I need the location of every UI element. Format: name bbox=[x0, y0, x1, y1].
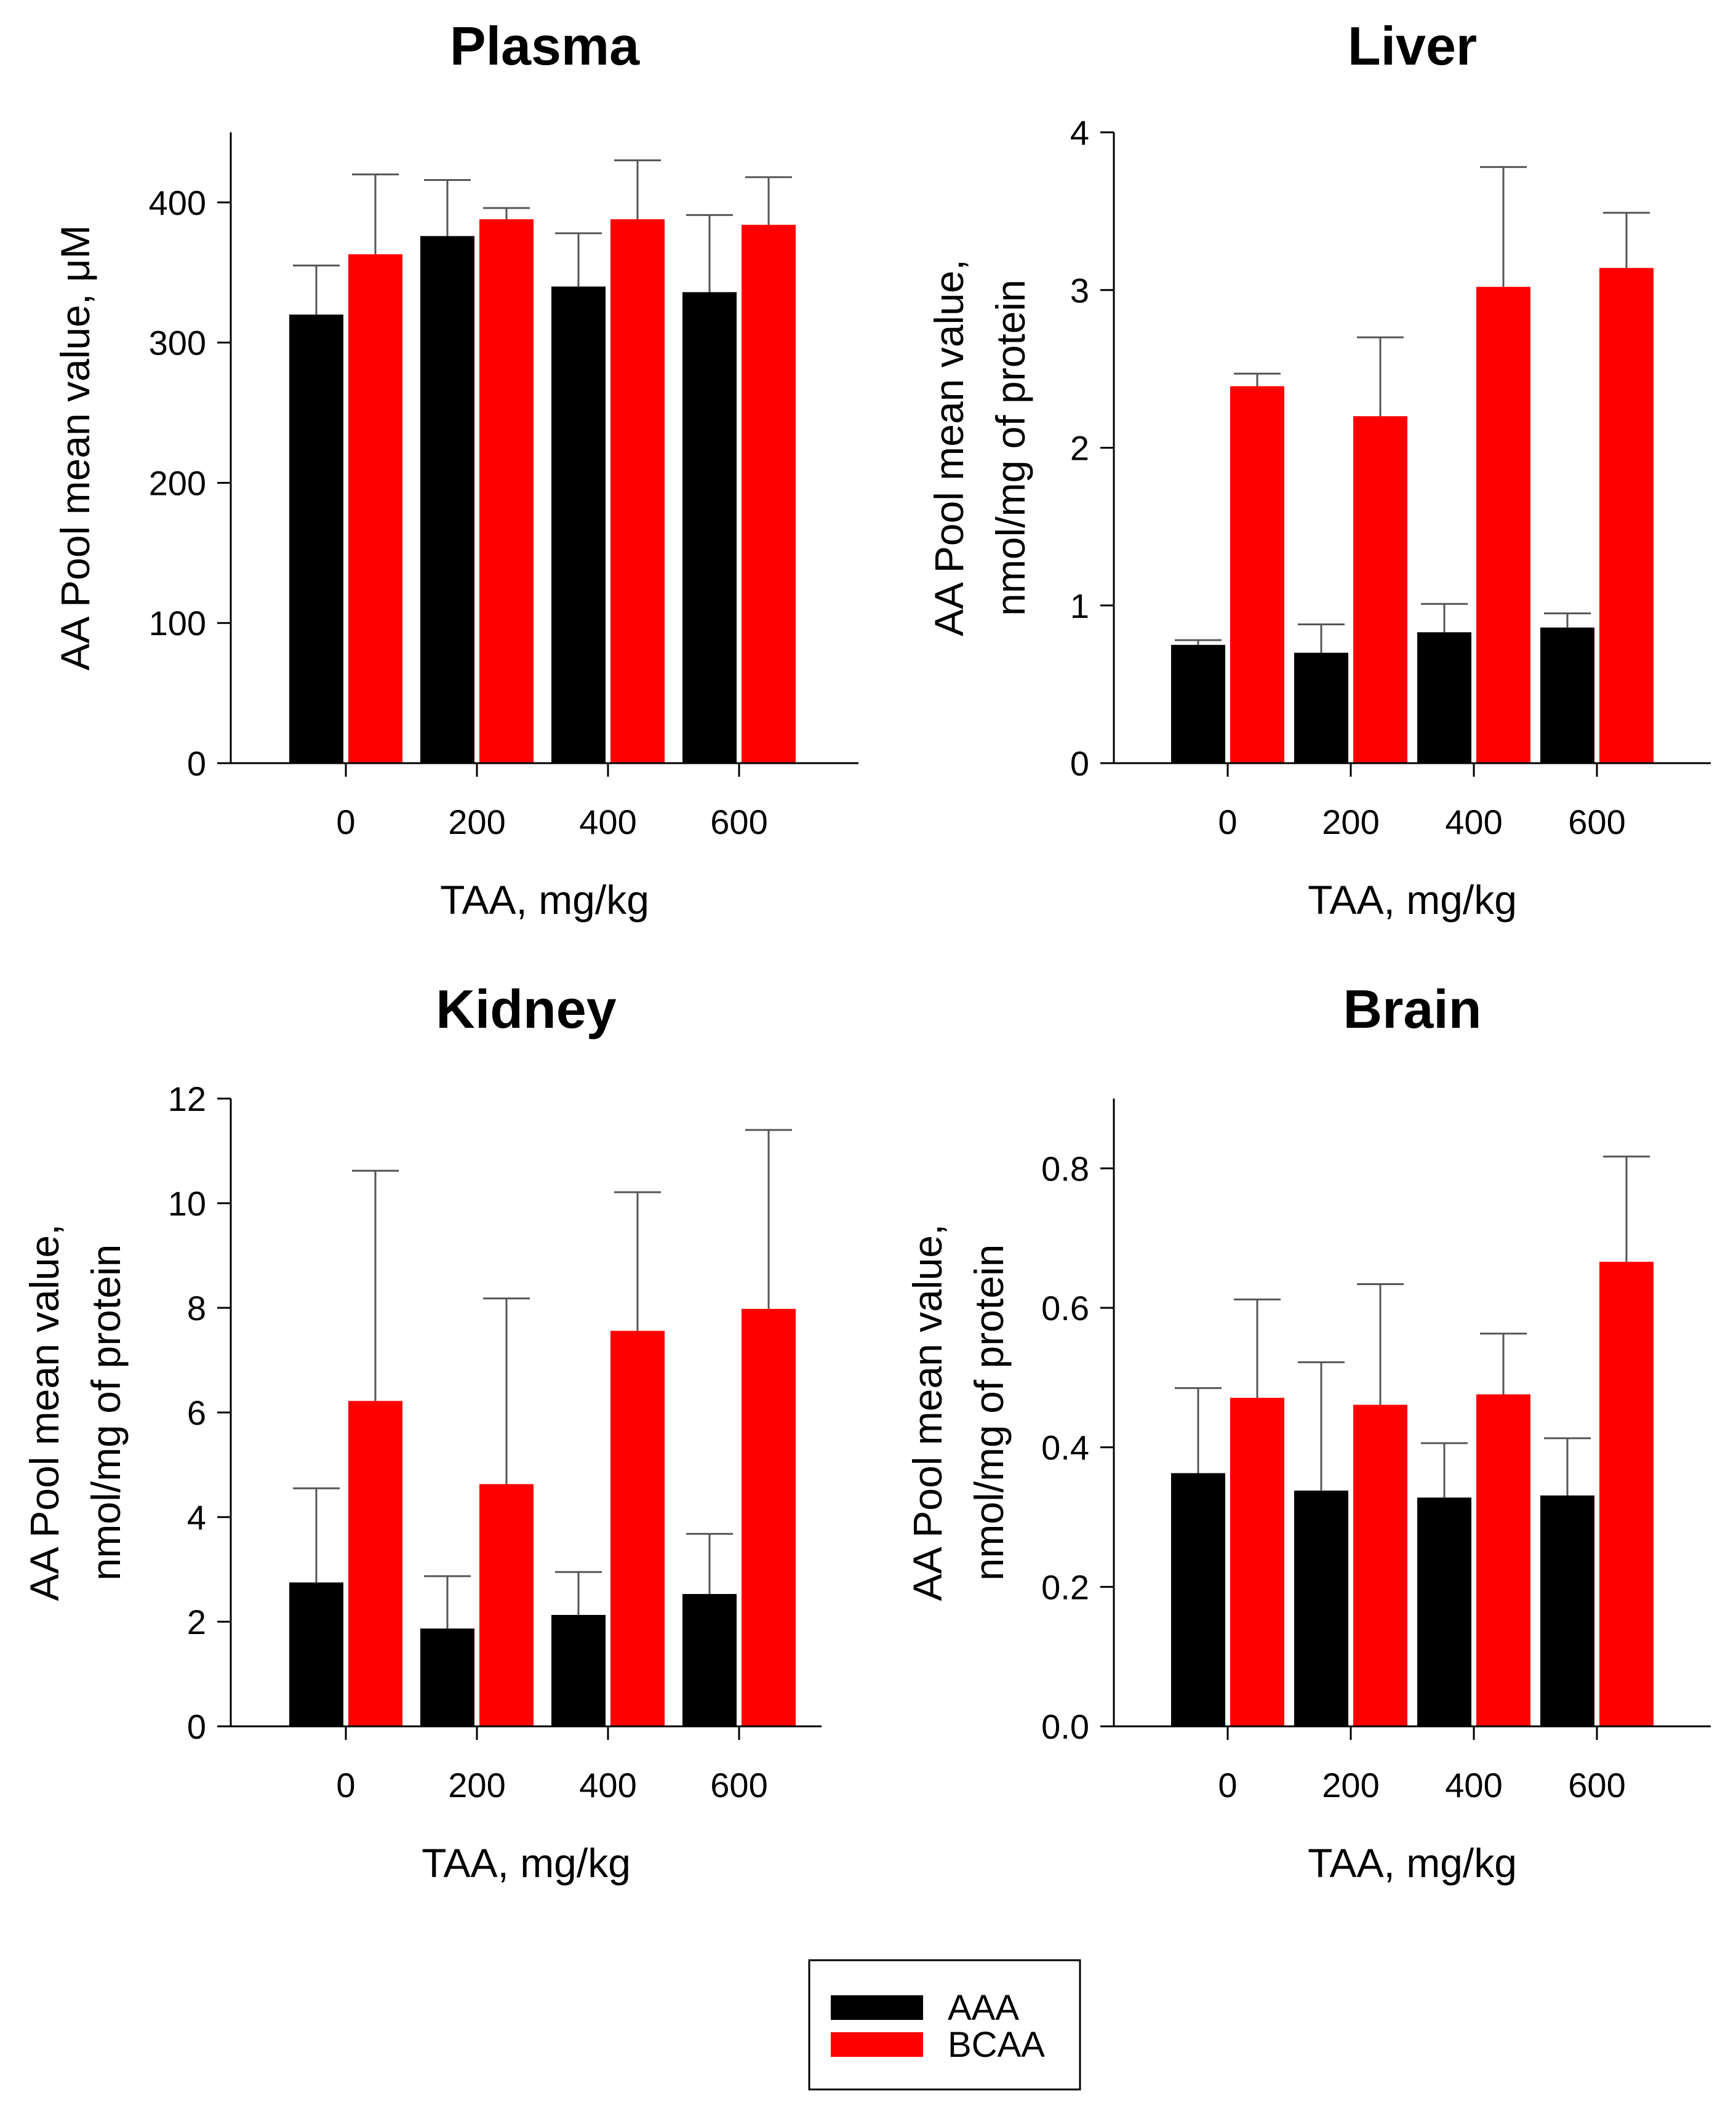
x-tick-label: 0 bbox=[336, 803, 355, 841]
x-tick-label: 600 bbox=[710, 803, 767, 841]
y-tick-label: 4 bbox=[1070, 113, 1089, 152]
y-tick-label: 200 bbox=[149, 463, 206, 502]
y-tick-label: 1 bbox=[1070, 587, 1089, 625]
x-axis-label: TAA, mg/kg bbox=[1308, 877, 1517, 923]
y-axis-label: AA Pool mean value, bbox=[905, 1224, 950, 1601]
y-axis-label: AA Pool mean value, μM bbox=[52, 225, 98, 670]
bar-bcaa-600 bbox=[742, 225, 796, 763]
y-tick-label: 3 bbox=[1070, 271, 1089, 310]
chart-title: Plasma bbox=[450, 15, 640, 76]
chart-title: Liver bbox=[1348, 15, 1477, 76]
x-tick-label: 200 bbox=[1322, 803, 1379, 841]
bar-bcaa-200 bbox=[1353, 416, 1407, 763]
bar-aaa-600 bbox=[1540, 1495, 1594, 1726]
y-tick-label: 400 bbox=[149, 183, 206, 222]
x-tick-label: 600 bbox=[710, 1766, 767, 1805]
legend-swatch-bcaa bbox=[831, 2032, 923, 2057]
x-axis-label: TAA, mg/kg bbox=[440, 877, 649, 923]
bar-bcaa-600 bbox=[1599, 268, 1654, 763]
y-tick-label: 4 bbox=[187, 1498, 206, 1537]
bar-aaa-400 bbox=[551, 1614, 606, 1726]
y-tick-label: 0.8 bbox=[1041, 1149, 1089, 1188]
y-tick-label: 0 bbox=[187, 744, 206, 783]
y-axis-label: nmol/mg of protein bbox=[966, 1244, 1012, 1581]
legend-swatch-aaa bbox=[831, 1995, 923, 2020]
legend: AAA BCAA bbox=[808, 1959, 1081, 2091]
bar-aaa-600 bbox=[682, 292, 737, 764]
y-tick-label: 10 bbox=[168, 1184, 206, 1223]
bar-aaa-600 bbox=[682, 1593, 737, 1726]
bar-aaa-0 bbox=[289, 1582, 343, 1726]
bar-aaa-200 bbox=[1294, 1490, 1348, 1726]
bar-bcaa-400 bbox=[610, 219, 665, 763]
bar-bcaa-200 bbox=[1353, 1404, 1407, 1726]
y-tick-label: 100 bbox=[149, 604, 206, 643]
bar-bcaa-400 bbox=[1476, 1394, 1530, 1726]
chart-panel-plasma: Plasma 0 100 200 300 400 0 200 400 600 TAA, mg/kg A… bbox=[52, 15, 858, 923]
x-tick-label: 0 bbox=[1218, 803, 1237, 841]
bar-aaa-0 bbox=[1171, 1473, 1225, 1726]
bar-bcaa-0 bbox=[348, 1401, 402, 1726]
y-tick-label: 0.2 bbox=[1041, 1568, 1089, 1606]
bar-aaa-400 bbox=[1417, 632, 1471, 763]
y-axis-label: nmol/mg of protein bbox=[988, 279, 1033, 616]
y-axis-label: AA Pool mean value, bbox=[926, 259, 972, 636]
bar-aaa-0 bbox=[1171, 644, 1225, 763]
bar-bcaa-400 bbox=[610, 1331, 665, 1726]
chart-panel-liver: Liver 0 1 2 3 4 0 200 400 600 TAA, mg/kg AA Pool me… bbox=[926, 15, 1711, 923]
x-tick-label: 400 bbox=[1445, 1766, 1502, 1805]
y-tick-label: 12 bbox=[168, 1080, 206, 1118]
y-tick-label: 300 bbox=[149, 324, 206, 363]
y-tick-label: 0.6 bbox=[1041, 1289, 1089, 1328]
x-tick-label: 400 bbox=[579, 1766, 636, 1805]
bar-bcaa-600 bbox=[1599, 1262, 1654, 1726]
y-axis-label: AA Pool mean value, bbox=[22, 1224, 67, 1601]
legend-box bbox=[808, 1959, 1081, 2091]
x-tick-label: 400 bbox=[1445, 803, 1502, 841]
y-tick-label: 0 bbox=[1070, 744, 1089, 783]
y-tick-label: 6 bbox=[187, 1393, 206, 1432]
x-tick-label: 0 bbox=[336, 1766, 355, 1805]
legend-label-aaa: AAA bbox=[948, 1988, 1019, 2028]
bar-aaa-400 bbox=[1417, 1497, 1471, 1726]
x-tick-label: 600 bbox=[1568, 1766, 1625, 1805]
x-tick-label: 200 bbox=[448, 803, 505, 841]
bar-aaa-600 bbox=[1540, 627, 1594, 763]
bar-bcaa-0 bbox=[1230, 386, 1284, 763]
y-tick-label: 0.0 bbox=[1041, 1707, 1089, 1746]
y-axis-label: nmol/mg of protein bbox=[83, 1244, 129, 1581]
y-tick-label: 0 bbox=[187, 1707, 206, 1746]
x-tick-label: 200 bbox=[1322, 1766, 1379, 1805]
legend-label-bcaa: BCAA bbox=[948, 2025, 1045, 2065]
x-tick-label: 400 bbox=[579, 803, 636, 841]
y-tick-label: 0.4 bbox=[1041, 1428, 1089, 1467]
x-tick-label: 0 bbox=[1218, 1766, 1237, 1805]
chart-title: Brain bbox=[1343, 979, 1482, 1039]
x-tick-label: 600 bbox=[1568, 803, 1625, 841]
y-tick-label: 8 bbox=[187, 1289, 206, 1328]
bar-bcaa-200 bbox=[479, 1484, 534, 1726]
bar-bcaa-0 bbox=[348, 254, 402, 764]
chart-panel-brain: Brain 0.0 0.2 0.4 0.6 0.8 0 200 400 600 TAA, mg/kg… bbox=[905, 979, 1711, 1886]
x-tick-label: 200 bbox=[448, 1766, 505, 1805]
y-tick-label: 2 bbox=[187, 1603, 206, 1641]
x-axis-label: TAA, mg/kg bbox=[422, 1840, 631, 1886]
x-axis-label: TAA, mg/kg bbox=[1308, 1840, 1517, 1886]
bar-bcaa-400 bbox=[1476, 287, 1530, 763]
y-tick-label: 2 bbox=[1070, 429, 1089, 468]
bar-bcaa-600 bbox=[742, 1308, 796, 1726]
bar-bcaa-200 bbox=[479, 219, 534, 763]
bar-aaa-0 bbox=[289, 314, 343, 764]
bar-bcaa-0 bbox=[1230, 1398, 1284, 1726]
bar-aaa-200 bbox=[1294, 652, 1348, 763]
bar-aaa-200 bbox=[420, 236, 474, 763]
bar-aaa-200 bbox=[420, 1628, 474, 1726]
chart-panel-kidney: Kidney 0 2 4 6 8 10 12 0 200 400 600 TAA, mg/kg AA Po… bbox=[22, 979, 822, 1886]
chart-title: Kidney bbox=[436, 979, 616, 1039]
bar-aaa-400 bbox=[551, 286, 606, 763]
